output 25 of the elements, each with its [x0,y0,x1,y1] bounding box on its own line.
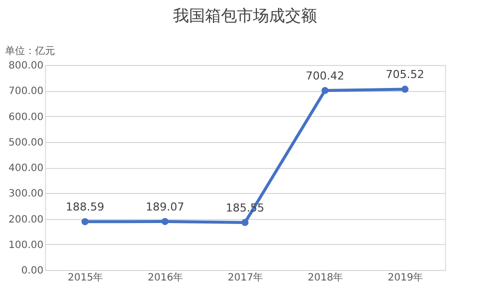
point [401,86,409,93]
point [241,218,249,226]
point [321,86,329,94]
data-label: 705.52 [386,68,424,82]
x-tick-label: 2016年 [148,272,184,284]
y-tick-label: 700.00 [8,86,44,98]
y-tick-label: 300.00 [8,188,44,200]
x-tick-label: 2015年 [68,272,104,284]
x-tick-label: 2019年 [388,272,424,284]
x-tick-label: 2017年 [228,272,264,284]
y-tick-label: 400.00 [8,163,44,174]
y-tick-label: 500.00 [8,137,44,148]
y-tick-label: 800.00 [8,60,44,72]
text: 单位：亿元 [5,45,55,57]
y-tick-label: 200.00 [8,214,44,226]
chart-title: 我国箱包市场成交额 [173,6,317,25]
point [81,218,89,226]
data-label: 189.07 [146,200,184,214]
data-label: 188.59 [66,200,104,214]
y-tick-label: 600.00 [8,112,44,123]
data-label: 700.42 [306,70,344,83]
point [161,218,169,226]
y-tick-label: 100.00 [8,240,44,251]
y-tick-label: 0.00 [21,266,44,276]
x-tick-label: 2018年 [308,272,344,284]
